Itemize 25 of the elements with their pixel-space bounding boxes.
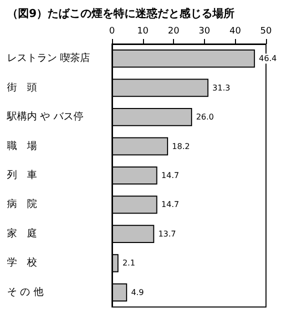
data-label: 31.3	[212, 83, 230, 92]
y-tick-label: 列 車	[7, 169, 37, 181]
x-tick-label: 20	[168, 26, 180, 36]
data-label: 46.4	[258, 54, 277, 64]
data-label: 4.9	[131, 288, 144, 297]
y-tick-label: 職 場	[7, 140, 37, 152]
data-label: 26.0	[196, 112, 214, 122]
y-tick-label: レストラン 喫茶店	[7, 52, 90, 64]
x-tick-label: 40	[229, 26, 242, 36]
y-tick-label: そ の 他	[7, 286, 44, 298]
y-tick-label: 街 頭	[7, 81, 37, 94]
x-tick-label: 30	[198, 26, 210, 36]
y-tick-label: 駅構内 や バス停	[6, 110, 84, 123]
x-tick-label: 0	[109, 26, 116, 36]
data-label: 14.7	[161, 171, 180, 180]
data-label: 18.2	[172, 142, 190, 151]
y-tick-label: 病 院	[7, 198, 37, 210]
data-label: 13.7	[158, 229, 176, 238]
data-label: 2.1	[122, 258, 136, 268]
y-tick-label: 家 庭	[7, 227, 37, 240]
data-label: 14.7	[161, 200, 180, 210]
x-tick-label: 50	[260, 26, 272, 36]
x-tick-label: 10	[137, 26, 149, 36]
y-tick-label: 学 校	[7, 256, 37, 269]
chart-title: （図9）たばこの煙を特に迷惑だと感じる場所	[7, 7, 235, 20]
